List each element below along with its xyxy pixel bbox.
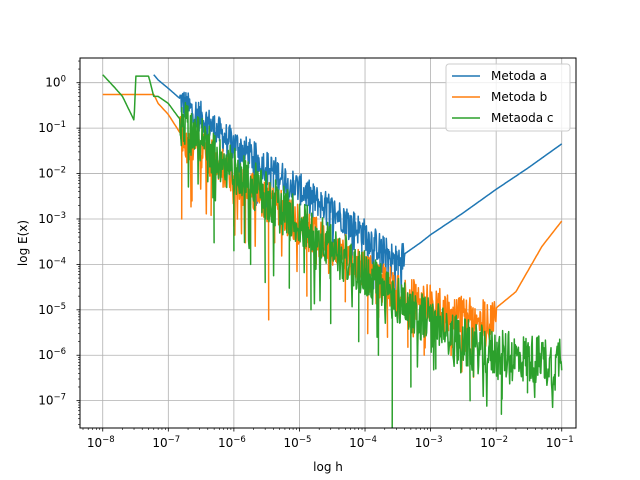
series-line-1: [153, 74, 563, 294]
x-tick-label: 10−4: [349, 435, 377, 450]
legend-label: Metaoda c: [491, 111, 554, 125]
y-tick-label: 10−6: [38, 347, 66, 362]
y-axis: 100 10−1 10−2 10−3 10−4 10−5 10−6 10−7: [38, 60, 80, 425]
series-line-3: [102, 74, 563, 428]
y-tick-label: 10−4: [38, 256, 66, 271]
x-axis: 10−8 10−7 10−6 10−5 10−4 10−3 10−2 10−1: [82, 428, 574, 450]
x-tick-label: 10−8: [87, 435, 115, 450]
y-tick-label: 10−2: [38, 166, 66, 181]
x-tick-label: 10−7: [152, 435, 180, 450]
x-tick-label: 10−2: [480, 435, 508, 450]
x-tick-label: 10−5: [284, 435, 312, 450]
x-tick-label: 10−3: [415, 435, 443, 450]
x-axis-title: log h: [313, 460, 343, 474]
legend-box: [445, 63, 571, 132]
x-tick-label: 10−6: [218, 435, 246, 450]
y-tick-label: 10−3: [38, 211, 66, 226]
y-tick-label: 10−5: [38, 302, 66, 317]
x-tick-label: 10−1: [546, 435, 574, 450]
y-axis-title: log E(x): [16, 220, 30, 266]
y-tick-label: 100: [45, 75, 66, 90]
legend-label: Metoda b: [491, 90, 547, 104]
y-tick-label: 10−7: [38, 393, 66, 408]
legend: Metoda a Metoda b Metaoda c: [445, 63, 571, 132]
y-tick-label: 10−1: [38, 120, 66, 135]
legend-label: Metoda a: [491, 69, 547, 83]
series-layer: [102, 74, 563, 428]
